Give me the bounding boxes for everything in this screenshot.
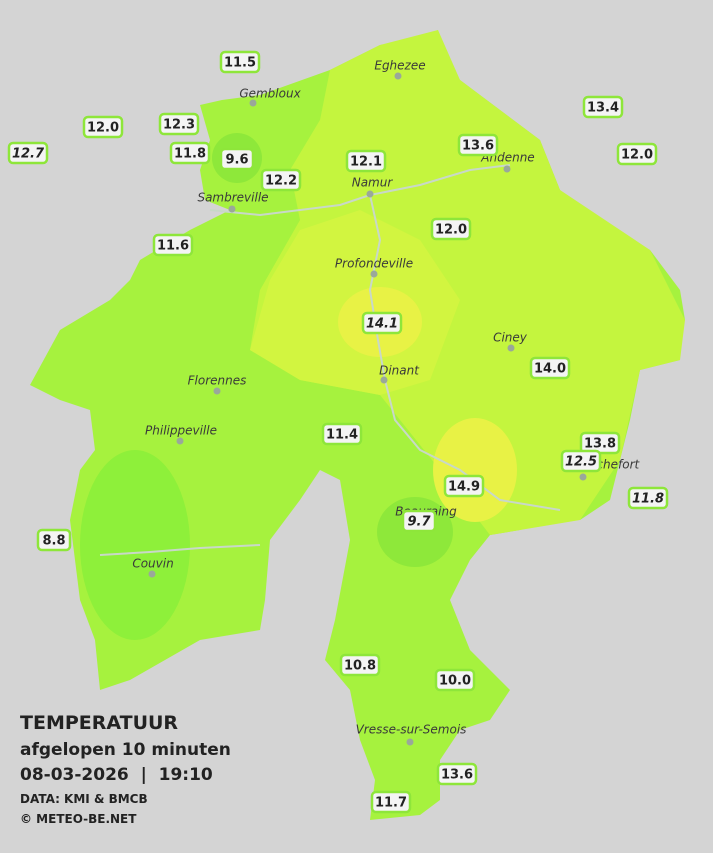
station-box [370, 790, 412, 814]
legend-copyright: © METEO-BE.NET [20, 812, 137, 826]
station-value: 13.8 [584, 437, 616, 452]
station-value: 11.6 [157, 239, 189, 254]
station-value: 13.6 [441, 768, 473, 783]
town-label: Philippeville [145, 424, 217, 438]
station-box [361, 311, 403, 335]
station-box [321, 422, 363, 446]
station-value: 9.7 [407, 515, 431, 530]
town-dot [370, 270, 378, 278]
station-box [443, 474, 485, 498]
station-box [82, 115, 124, 139]
town-label: Ciney [493, 331, 528, 345]
station-box [582, 95, 624, 119]
town-dot [406, 738, 414, 746]
legend-source: DATA: KMI & BMCB [20, 792, 148, 806]
station-value: 11.5 [224, 56, 256, 71]
town-label: Namur [352, 176, 394, 190]
station-value: 9.6 [225, 153, 248, 168]
station-box [345, 149, 387, 173]
station-box [434, 668, 476, 692]
town-label: Florennes [188, 374, 247, 388]
station-box [616, 142, 658, 166]
station-box [7, 141, 49, 165]
station-value: 12.0 [87, 121, 119, 136]
station-value: 8.8 [42, 534, 65, 549]
town-label: Sambreville [197, 191, 268, 205]
station-value: 12.2 [265, 174, 297, 189]
town-label: Gembloux [239, 87, 301, 101]
station-value: 13.6 [462, 139, 494, 154]
station-value: 14.0 [534, 362, 566, 377]
town-label: Couvin [132, 557, 173, 571]
town-label: Dinant [379, 364, 420, 378]
town-dot [579, 473, 587, 481]
station-value: 11.4 [326, 428, 358, 443]
station-value: 13.4 [587, 101, 619, 116]
station-value: 14.1 [366, 317, 398, 332]
station-value: 11.8 [632, 492, 664, 507]
town-label: Vresse-sur-Semois [356, 723, 467, 737]
station-value: 12.3 [163, 118, 195, 133]
station-value: 11.8 [174, 147, 206, 162]
station-box [430, 217, 472, 241]
station-box [158, 112, 200, 136]
town-dot [228, 205, 236, 213]
station-box [219, 147, 255, 171]
station-box [36, 528, 72, 552]
station-value: 12.0 [435, 223, 467, 238]
town-label: Profondeville [335, 257, 413, 271]
station-value: 14.9 [448, 480, 480, 495]
station-box [529, 356, 571, 380]
cool-zone [80, 450, 190, 640]
town-dot [380, 376, 388, 384]
town-label: Eghezee [374, 59, 425, 73]
station-box [260, 168, 302, 192]
town-dot [366, 190, 374, 198]
station-value: 10.0 [439, 674, 471, 689]
station-box [560, 449, 602, 473]
station-value: 12.0 [621, 148, 653, 163]
town-dot [148, 570, 156, 578]
town-dot [213, 387, 221, 395]
station-value: 12.1 [350, 155, 382, 170]
town-dot [503, 165, 511, 173]
station-value: 10.8 [344, 659, 376, 674]
legend-datetime: 08-03-2026 | 19:10 [20, 765, 213, 785]
legend-subtitle: afgelopen 10 minuten [20, 740, 231, 760]
station-box [169, 141, 211, 165]
town-dot [176, 437, 184, 445]
station-value: 12.7 [12, 147, 45, 162]
station-box [457, 133, 499, 157]
station-box [152, 233, 194, 257]
town-dot [249, 99, 257, 107]
station-box [339, 653, 381, 677]
town-dot [394, 72, 402, 80]
town-dot [507, 344, 515, 352]
legend-title: TEMPERATUUR [20, 712, 178, 734]
station-value: 11.7 [375, 796, 407, 811]
station-box [627, 486, 669, 510]
station-box [401, 509, 437, 533]
station-box [436, 762, 478, 786]
station-box [219, 50, 261, 74]
station-value: 12.5 [565, 455, 597, 470]
